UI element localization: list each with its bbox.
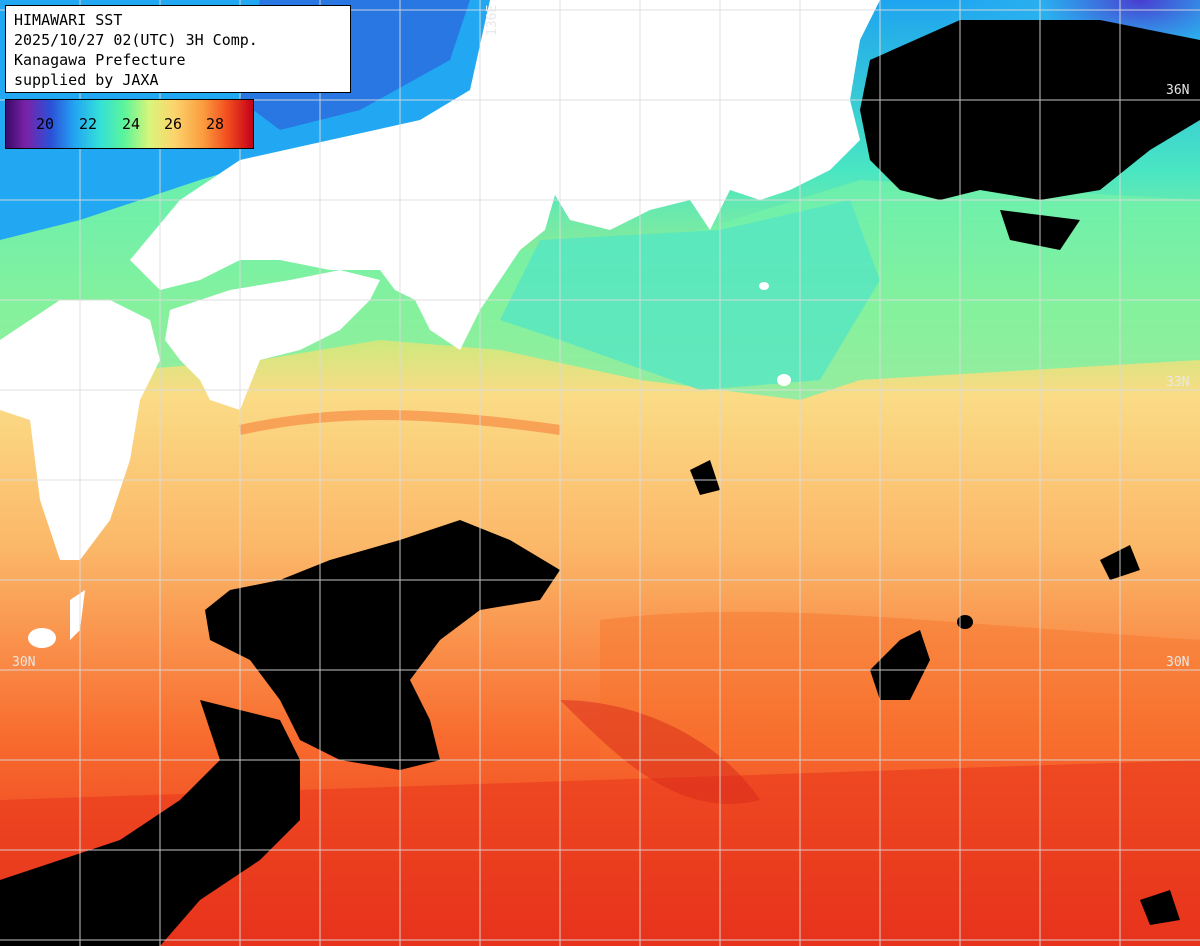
cloud-southwest [0, 700, 300, 946]
cloud-main [205, 520, 560, 770]
land-izu-peninsula [780, 130, 805, 185]
cloud-small-4 [957, 615, 973, 629]
cloud-east [870, 630, 930, 700]
land-masses [0, 0, 880, 648]
observation-time: 2025/10/27 02(UTC) 3H Comp. [14, 31, 258, 49]
product-title: HIMAWARI SST [14, 11, 123, 29]
kuroshio-streak [238, 410, 561, 435]
land-islet [777, 374, 791, 386]
legend-tick: 26 [164, 115, 183, 133]
legend-tick: 20 [36, 115, 55, 133]
lat-label-33n: 33N [1166, 375, 1189, 390]
legend-tick: 24 [122, 115, 141, 133]
title-box: HIMAWARI SST 2025/10/27 02(UTC) 3H Comp.… [5, 5, 351, 93]
provider-prefecture: Kanagawa Prefecture [14, 51, 186, 69]
land-islet [759, 282, 769, 290]
land-tanegashima [70, 590, 85, 640]
legend-tick: 22 [79, 115, 98, 133]
warm-eddy [560, 700, 760, 804]
land-awaji [400, 230, 430, 270]
cloud-small-1 [690, 460, 720, 495]
lat-label-30n-right: 30N [1166, 655, 1189, 670]
cool-water-core [500, 200, 880, 390]
legend-tick: 28 [206, 115, 225, 133]
data-supplier: supplied by JAXA [14, 71, 159, 89]
temperature-color-legend: 20 22 24 26 28 [5, 99, 254, 149]
land-shikoku [165, 270, 380, 410]
lat-label-30n-left: 30N [12, 655, 35, 670]
lon-label-136e: 136E [485, 5, 500, 36]
lat-label-36n: 36N [1166, 83, 1189, 98]
cloud-northeast [860, 20, 1200, 200]
land-yakushima [28, 628, 56, 648]
land-honshu [130, 0, 880, 350]
cloud-masks [0, 20, 1200, 946]
cloud-small-3 [1140, 890, 1180, 925]
